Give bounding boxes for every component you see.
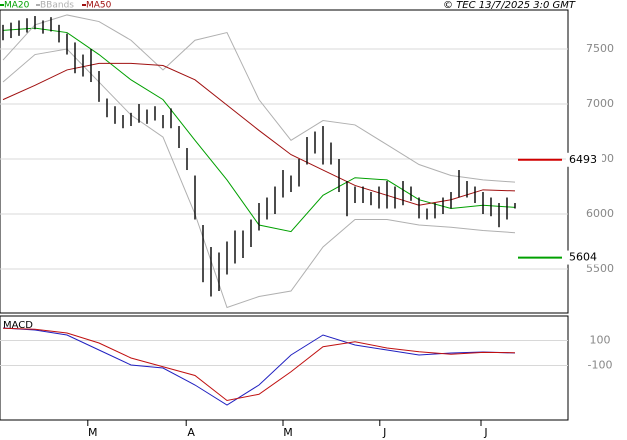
series-line bbox=[2, 62, 516, 206]
y-tick-label: 5500 bbox=[586, 262, 614, 275]
macd-frame bbox=[0, 315, 569, 421]
x-tick-label: A bbox=[187, 426, 195, 439]
x-tick-label: M bbox=[283, 426, 293, 439]
y-tick-label: -100 bbox=[588, 359, 613, 372]
legend-label: MA50 bbox=[86, 1, 112, 11]
level-label: 6493 bbox=[569, 153, 597, 166]
level-label-bg bbox=[566, 250, 602, 265]
legend-label: MA20 bbox=[4, 1, 30, 11]
y-tick-label: 7000 bbox=[586, 97, 614, 110]
level-label-bg bbox=[566, 152, 602, 167]
legend-label: BBands bbox=[40, 1, 74, 11]
price-frame bbox=[0, 9, 569, 314]
copyright: © TEC 13/7/2025 3:0 GMT bbox=[443, 0, 576, 11]
y-tick-label: 6000 bbox=[586, 207, 614, 220]
level-label: 5604 bbox=[569, 251, 597, 264]
panel-title: MACD bbox=[3, 320, 33, 331]
x-tick-label: J bbox=[483, 426, 487, 439]
y-tick-label: 7500 bbox=[586, 42, 614, 55]
series-line bbox=[2, 327, 516, 402]
series-line bbox=[2, 327, 516, 406]
x-tick-label: M bbox=[88, 426, 98, 439]
x-tick-label: J bbox=[382, 426, 386, 439]
series-line bbox=[2, 48, 516, 309]
y-tick-label: 100 bbox=[590, 334, 611, 347]
series-line bbox=[2, 14, 516, 183]
